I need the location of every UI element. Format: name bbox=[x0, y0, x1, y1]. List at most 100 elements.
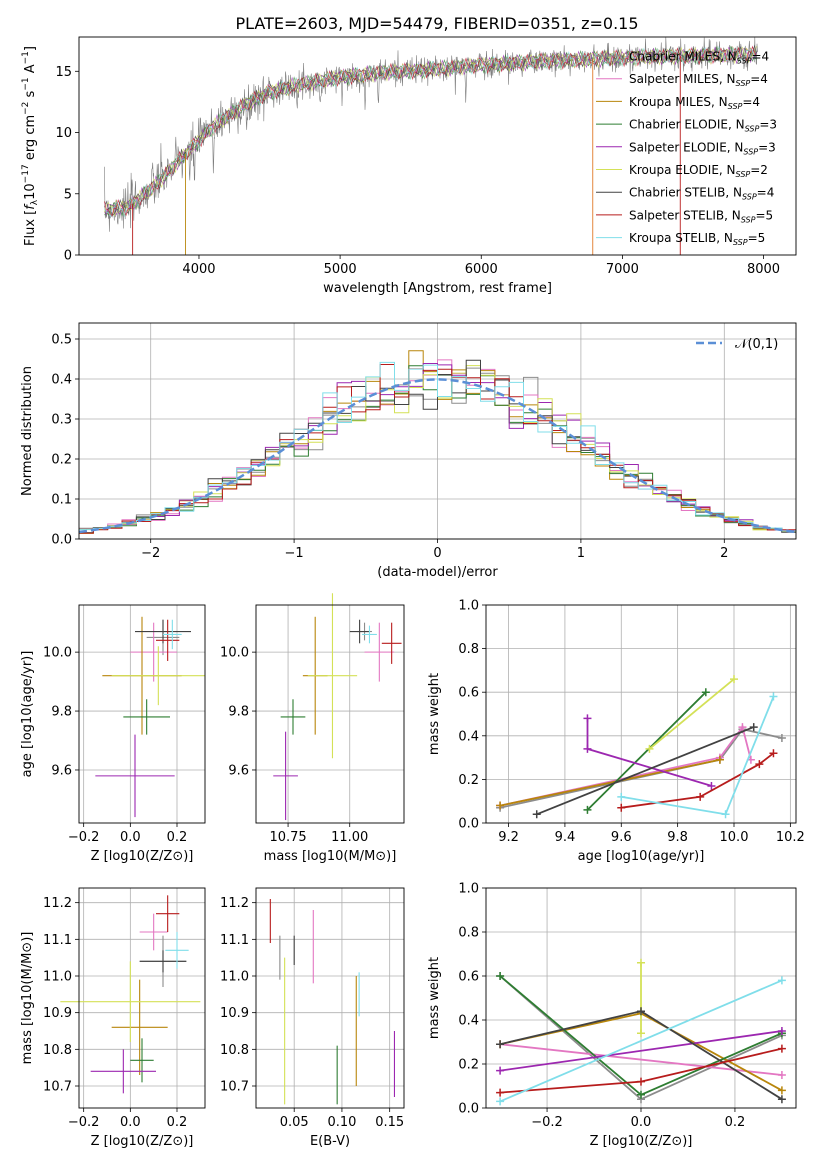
x-tick-label: 9.4 bbox=[555, 830, 576, 845]
y-tick-label: 0.4 bbox=[51, 373, 72, 388]
x-axis-label: Z [log10(Z/Z⊙)] bbox=[91, 849, 194, 864]
mass-weight-line bbox=[648, 678, 735, 750]
x-tick-label: 9.2 bbox=[498, 830, 519, 845]
legend-label: 𝒩(0,1) bbox=[735, 337, 778, 352]
residuals-panel: −2 −1 0 1 2 0.0 0.1 0.2 0.3 0.4 0.5 (data-model)/er… bbox=[20, 322, 797, 580]
mass-weight-marker bbox=[496, 1097, 505, 1106]
y-tick-label: 9.6 bbox=[228, 763, 249, 778]
x-tick-label: −2 bbox=[141, 546, 160, 561]
x-axis-label: (data-model)/error bbox=[377, 565, 498, 580]
normal-reference-curve bbox=[78, 378, 797, 534]
x-tick-label: 0.10 bbox=[327, 1115, 356, 1130]
x-tick-label: 0.0 bbox=[120, 830, 141, 845]
y-tick-label: 0.0 bbox=[51, 533, 72, 548]
mass-weight-marker bbox=[777, 976, 786, 985]
x-tick-label: 0.05 bbox=[280, 1115, 309, 1130]
x-tick-label: 6000 bbox=[465, 262, 498, 277]
y-tick-label: 10 bbox=[55, 126, 72, 141]
x-tick-label: 9.6 bbox=[611, 830, 632, 845]
mass-weight-marker bbox=[637, 958, 645, 967]
mass-weight-marker bbox=[496, 1066, 505, 1075]
age_vs_Z-panel: −0.2 0.0 0.2 9.6 9.8 10.0 Z [log10(Z/Z⊙)] age [… bbox=[20, 604, 206, 864]
spectrum-panel: 4000 5000 6000 7000 8000 0 5 10 15 wavelength [An… bbox=[21, 36, 797, 296]
mass-weight-marker bbox=[738, 723, 747, 732]
mass-weight-marker bbox=[777, 1086, 786, 1095]
x-tick-label: −0.2 bbox=[531, 1115, 563, 1130]
weight_vs_age-frame bbox=[485, 604, 797, 824]
mass_vs_Z-panel: −0.2 0.0 0.2 10.7 10.8 10.9 11.0 11.1 11.2 Z [log… bbox=[20, 887, 206, 1149]
weight_vs_age-panel: 9.2 9.4 9.6 9.8 10.0 10.2 0.0 0.2 0.4 0.6 0.8 1.0 ag… bbox=[427, 599, 805, 865]
x-tick-label: 0.0 bbox=[120, 1115, 141, 1130]
mass-weight-marker bbox=[496, 801, 505, 810]
y-tick-label: 10.8 bbox=[43, 1043, 72, 1058]
y-tick-label: 10.7 bbox=[43, 1080, 72, 1095]
legend-label: Chabrier ELODIE, NSSP=3 bbox=[629, 118, 777, 134]
x-axis-label: E(B-V) bbox=[310, 1134, 350, 1149]
weight_vs_Z-panel: −0.2 0.0 0.2 0.0 0.2 0.4 0.6 0.8 1.0 Z [log10(Z/Z… bbox=[427, 882, 797, 1149]
y-tick-label: 10.0 bbox=[220, 646, 249, 661]
figure-title: PLATE=2603, MJD=54479, FIBERID=0351, z=0… bbox=[235, 14, 638, 33]
y-tick-label: 10.0 bbox=[43, 646, 72, 661]
age_vs_mass-panel: 10.75 11.00 9.6 9.8 10.0 mass [log10(M/M⊙)] bbox=[220, 593, 405, 864]
x-tick-label: 5000 bbox=[324, 262, 357, 277]
x-tick-label: 0.2 bbox=[725, 1115, 746, 1130]
y-tick-label: 10.7 bbox=[220, 1080, 249, 1095]
mass-weight-marker bbox=[583, 744, 592, 753]
x-tick-label: 10.0 bbox=[720, 830, 749, 845]
mass-weight-line bbox=[499, 758, 721, 807]
mass-weight-marker bbox=[777, 1044, 786, 1053]
x-tick-label: 9.8 bbox=[667, 830, 688, 845]
y-tick-label: 0.6 bbox=[458, 686, 479, 701]
mass-weight-marker bbox=[715, 755, 724, 764]
mass-weight-marker bbox=[617, 792, 626, 801]
y-tick-label: 11.0 bbox=[43, 970, 72, 985]
mass-weight-marker bbox=[721, 810, 730, 819]
y-tick-label: 10.9 bbox=[220, 1006, 249, 1021]
residuals-frame bbox=[78, 322, 797, 540]
y-tick-label: 1.0 bbox=[458, 882, 479, 897]
y-tick-label: 0.2 bbox=[458, 773, 479, 788]
mass-weight-line bbox=[499, 1030, 783, 1072]
mass-weight-marker bbox=[637, 1029, 645, 1038]
mass-weight-marker bbox=[496, 1088, 505, 1097]
spectrum-frame bbox=[78, 36, 797, 256]
mass_vs_ebv-frame bbox=[255, 887, 405, 1109]
legend-label: Chabrier MILES, NSSP=4 bbox=[629, 50, 769, 66]
x-axis-label: age [log10(age/yr)] bbox=[578, 849, 705, 864]
mass-weight-marker bbox=[777, 733, 786, 742]
y-tick-label: 10.9 bbox=[43, 1006, 72, 1021]
mass-weight-marker bbox=[777, 1095, 786, 1104]
mass-weight-marker bbox=[496, 972, 505, 980]
x-tick-label: 0 bbox=[433, 546, 441, 561]
legend-label: Kroupa STELIB, NSSP=5 bbox=[629, 231, 765, 247]
mass-weight-marker bbox=[496, 1040, 505, 1049]
x-axis-label: Z [log10(Z/Z⊙)] bbox=[590, 1134, 693, 1149]
mass-weight-line bbox=[499, 725, 752, 807]
x-axis-label: Z [log10(Z/Z⊙)] bbox=[91, 1134, 194, 1149]
y-tick-label: 10.8 bbox=[220, 1043, 249, 1058]
x-tick-label: 10.2 bbox=[776, 830, 805, 845]
age_vs_mass-frame bbox=[255, 604, 405, 824]
legend-label: Salpeter STELIB, NSSP=5 bbox=[629, 208, 773, 224]
x-tick-label: 4000 bbox=[182, 262, 215, 277]
mass-weight-line bbox=[499, 979, 783, 1103]
y-tick-label: 0 bbox=[64, 249, 72, 264]
x-tick-label: 1 bbox=[577, 546, 585, 561]
mass-weight-line bbox=[499, 728, 783, 809]
y-tick-label: 0.4 bbox=[458, 729, 479, 744]
y-tick-label: 0.0 bbox=[458, 1102, 479, 1117]
y-tick-label: 0.5 bbox=[51, 333, 72, 348]
x-tick-label: 0.0 bbox=[631, 1115, 652, 1130]
mass-weight-marker bbox=[777, 1027, 786, 1035]
y-tick-label: 11.0 bbox=[220, 970, 249, 985]
y-tick-label: 9.6 bbox=[51, 763, 72, 778]
y-tick-label: 0.1 bbox=[51, 493, 72, 508]
y-tick-label: 9.8 bbox=[228, 705, 249, 720]
mass-weight-marker bbox=[707, 781, 716, 790]
y-axis-label: age [log10(age/yr)] bbox=[20, 651, 35, 778]
mass-weight-marker bbox=[637, 1077, 645, 1086]
y-axis-label: Flux [fλ10−17 erg cm−2 s−1 A−1] bbox=[21, 46, 40, 246]
model-spectrum-line bbox=[104, 45, 757, 218]
y-tick-label: 1.0 bbox=[458, 599, 479, 614]
